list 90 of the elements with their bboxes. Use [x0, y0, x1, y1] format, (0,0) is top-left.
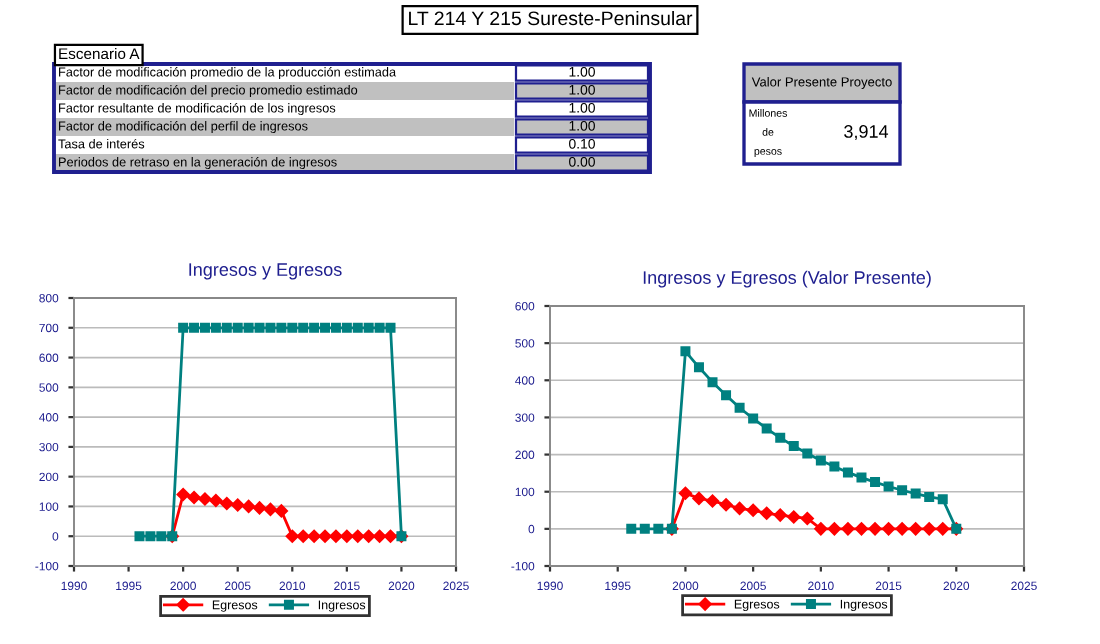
point — [340, 529, 354, 543]
point — [678, 486, 692, 500]
point — [692, 491, 706, 505]
point — [309, 322, 320, 333]
point — [187, 491, 201, 505]
point — [854, 522, 868, 536]
point — [198, 492, 212, 506]
point — [318, 529, 332, 543]
point — [341, 322, 352, 333]
point — [374, 322, 385, 333]
point — [856, 472, 867, 483]
point — [285, 529, 299, 543]
point — [707, 377, 718, 388]
point — [276, 322, 287, 333]
chart-title: Ingresos y Egresos — [189, 263, 342, 280]
point — [298, 322, 309, 333]
point — [352, 322, 363, 333]
point — [842, 467, 853, 478]
point — [330, 322, 341, 333]
point — [145, 531, 156, 542]
point — [178, 322, 189, 333]
point — [829, 461, 840, 472]
point — [802, 448, 813, 459]
point — [320, 322, 331, 333]
point — [210, 322, 221, 333]
point — [733, 501, 747, 515]
point — [761, 423, 772, 434]
point — [895, 522, 909, 536]
point — [937, 494, 948, 505]
point — [693, 362, 704, 373]
point — [265, 322, 276, 333]
point — [296, 529, 310, 543]
point — [882, 522, 896, 536]
point — [253, 501, 267, 515]
point — [231, 498, 245, 512]
point — [746, 503, 760, 517]
point — [870, 477, 881, 488]
point — [373, 529, 387, 543]
point — [209, 493, 223, 507]
point — [924, 491, 935, 502]
point — [653, 523, 664, 534]
point — [788, 441, 799, 452]
point — [199, 322, 210, 333]
point — [639, 523, 650, 534]
point — [156, 531, 167, 542]
point — [307, 529, 321, 543]
chart-title: Ingresos y Egresos (Valor Presente) — [643, 270, 931, 288]
point — [734, 402, 745, 413]
point — [189, 322, 200, 333]
point — [221, 322, 232, 333]
point — [773, 508, 787, 522]
point — [242, 499, 256, 513]
point — [287, 322, 298, 333]
point — [760, 506, 774, 520]
point — [897, 485, 908, 496]
point — [384, 529, 398, 543]
point — [220, 496, 234, 510]
point — [134, 531, 145, 542]
point — [922, 522, 936, 536]
point — [814, 522, 828, 536]
point — [176, 488, 190, 502]
point — [721, 390, 732, 401]
point — [800, 511, 814, 525]
text: LT 214 Y 215 Sureste-Peninsular — [409, 10, 693, 26]
point — [363, 322, 374, 333]
point — [883, 481, 894, 492]
point — [329, 529, 343, 543]
point — [274, 504, 288, 518]
point — [232, 322, 243, 333]
point — [909, 522, 923, 536]
point — [787, 510, 801, 524]
point — [626, 523, 637, 534]
point — [719, 498, 733, 512]
point — [748, 413, 759, 424]
point — [910, 488, 921, 499]
point — [841, 522, 855, 536]
point — [680, 346, 691, 357]
point — [815, 455, 826, 466]
point — [362, 529, 376, 543]
point — [706, 494, 720, 508]
point — [936, 522, 950, 536]
text: 3,914 — [844, 125, 889, 140]
point — [868, 522, 882, 536]
point — [385, 322, 396, 333]
point — [351, 529, 365, 543]
point — [263, 502, 277, 516]
point — [827, 522, 841, 536]
point — [254, 322, 265, 333]
point — [243, 322, 254, 333]
point — [775, 432, 786, 443]
